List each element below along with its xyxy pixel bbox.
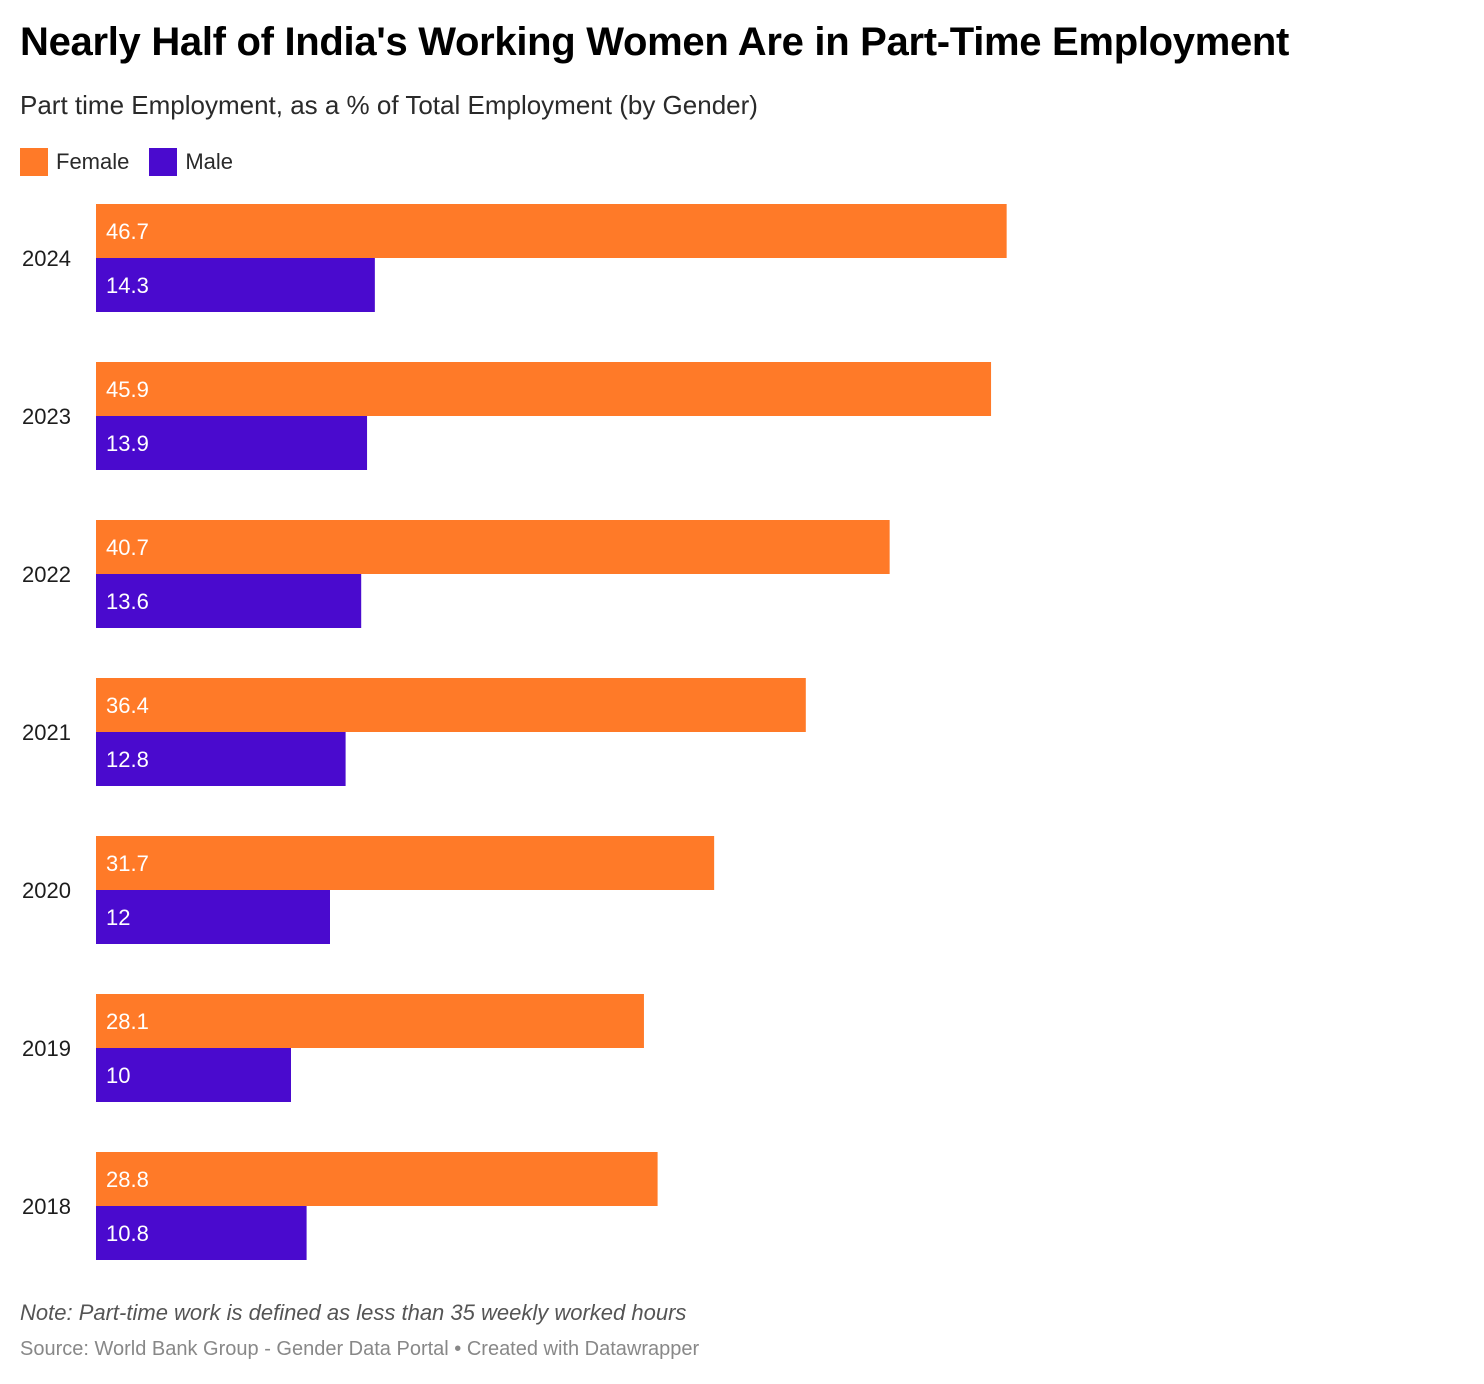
legend-swatch-female (20, 148, 48, 176)
bar-male-2023 (96, 416, 368, 470)
legend: Female Male (20, 147, 253, 177)
data-label-female-2019: 28.1 (106, 1009, 149, 1034)
category-label-2020: 2020 (22, 878, 71, 903)
legend-item-male: Male (149, 148, 233, 176)
bar-female-2024 (96, 204, 1007, 258)
category-label-2023: 2023 (22, 404, 71, 429)
bar-female-2020 (96, 836, 715, 890)
bar-male-2019 (96, 1048, 291, 1102)
bar-male-2018 (96, 1206, 307, 1260)
legend-item-female: Female (20, 148, 129, 176)
bar-female-2019 (96, 994, 644, 1048)
data-label-male-2024: 14.3 (106, 273, 149, 298)
bar-male-2022 (96, 574, 362, 628)
data-label-female-2020: 31.7 (106, 851, 149, 876)
data-label-female-2024: 46.7 (106, 219, 149, 244)
bar-female-2023 (96, 362, 992, 416)
chart-note: Note: Part-time work is defined as less … (20, 1300, 687, 1325)
bar-male-2021 (96, 732, 346, 786)
category-label-2024: 2024 (22, 246, 71, 271)
category-label-2022: 2022 (22, 562, 71, 587)
data-label-male-2021: 12.8 (106, 747, 149, 772)
bar-male-2024 (96, 258, 375, 312)
bar-male-2020 (96, 890, 330, 944)
bar-female-2021 (96, 678, 806, 732)
data-label-female-2021: 36.4 (106, 693, 149, 718)
bar-chart: 2024 46.7 14.3 2023 45.9 13.9 2022 40.7 13.6 2021… (22, 204, 1007, 1260)
data-label-female-2022: 40.7 (106, 535, 149, 560)
data-label-male-2018: 10.8 (106, 1221, 149, 1246)
legend-label-male: Male (185, 149, 234, 174)
chart-subtitle: Part time Employment, as a % of Total Em… (20, 90, 758, 120)
data-label-male-2020: 12 (106, 905, 130, 930)
chart-source: Source: World Bank Group - Gender Data P… (20, 1338, 700, 1360)
category-label-2019: 2019 (22, 1036, 71, 1061)
chart-title: Nearly Half of India's Working Women Are… (20, 20, 1290, 64)
bar-female-2022 (96, 520, 890, 574)
data-label-male-2019: 10 (106, 1063, 130, 1088)
data-label-male-2022: 13.6 (106, 589, 149, 614)
data-label-female-2023: 45.9 (106, 377, 149, 402)
data-label-female-2018: 28.8 (106, 1167, 149, 1192)
legend-swatch-male (149, 148, 178, 176)
category-label-2021: 2021 (22, 720, 71, 745)
category-label-2018: 2018 (22, 1194, 71, 1219)
bar-female-2018 (96, 1152, 658, 1206)
data-label-male-2023: 13.9 (106, 431, 149, 456)
legend-label-female: Female (56, 149, 130, 174)
